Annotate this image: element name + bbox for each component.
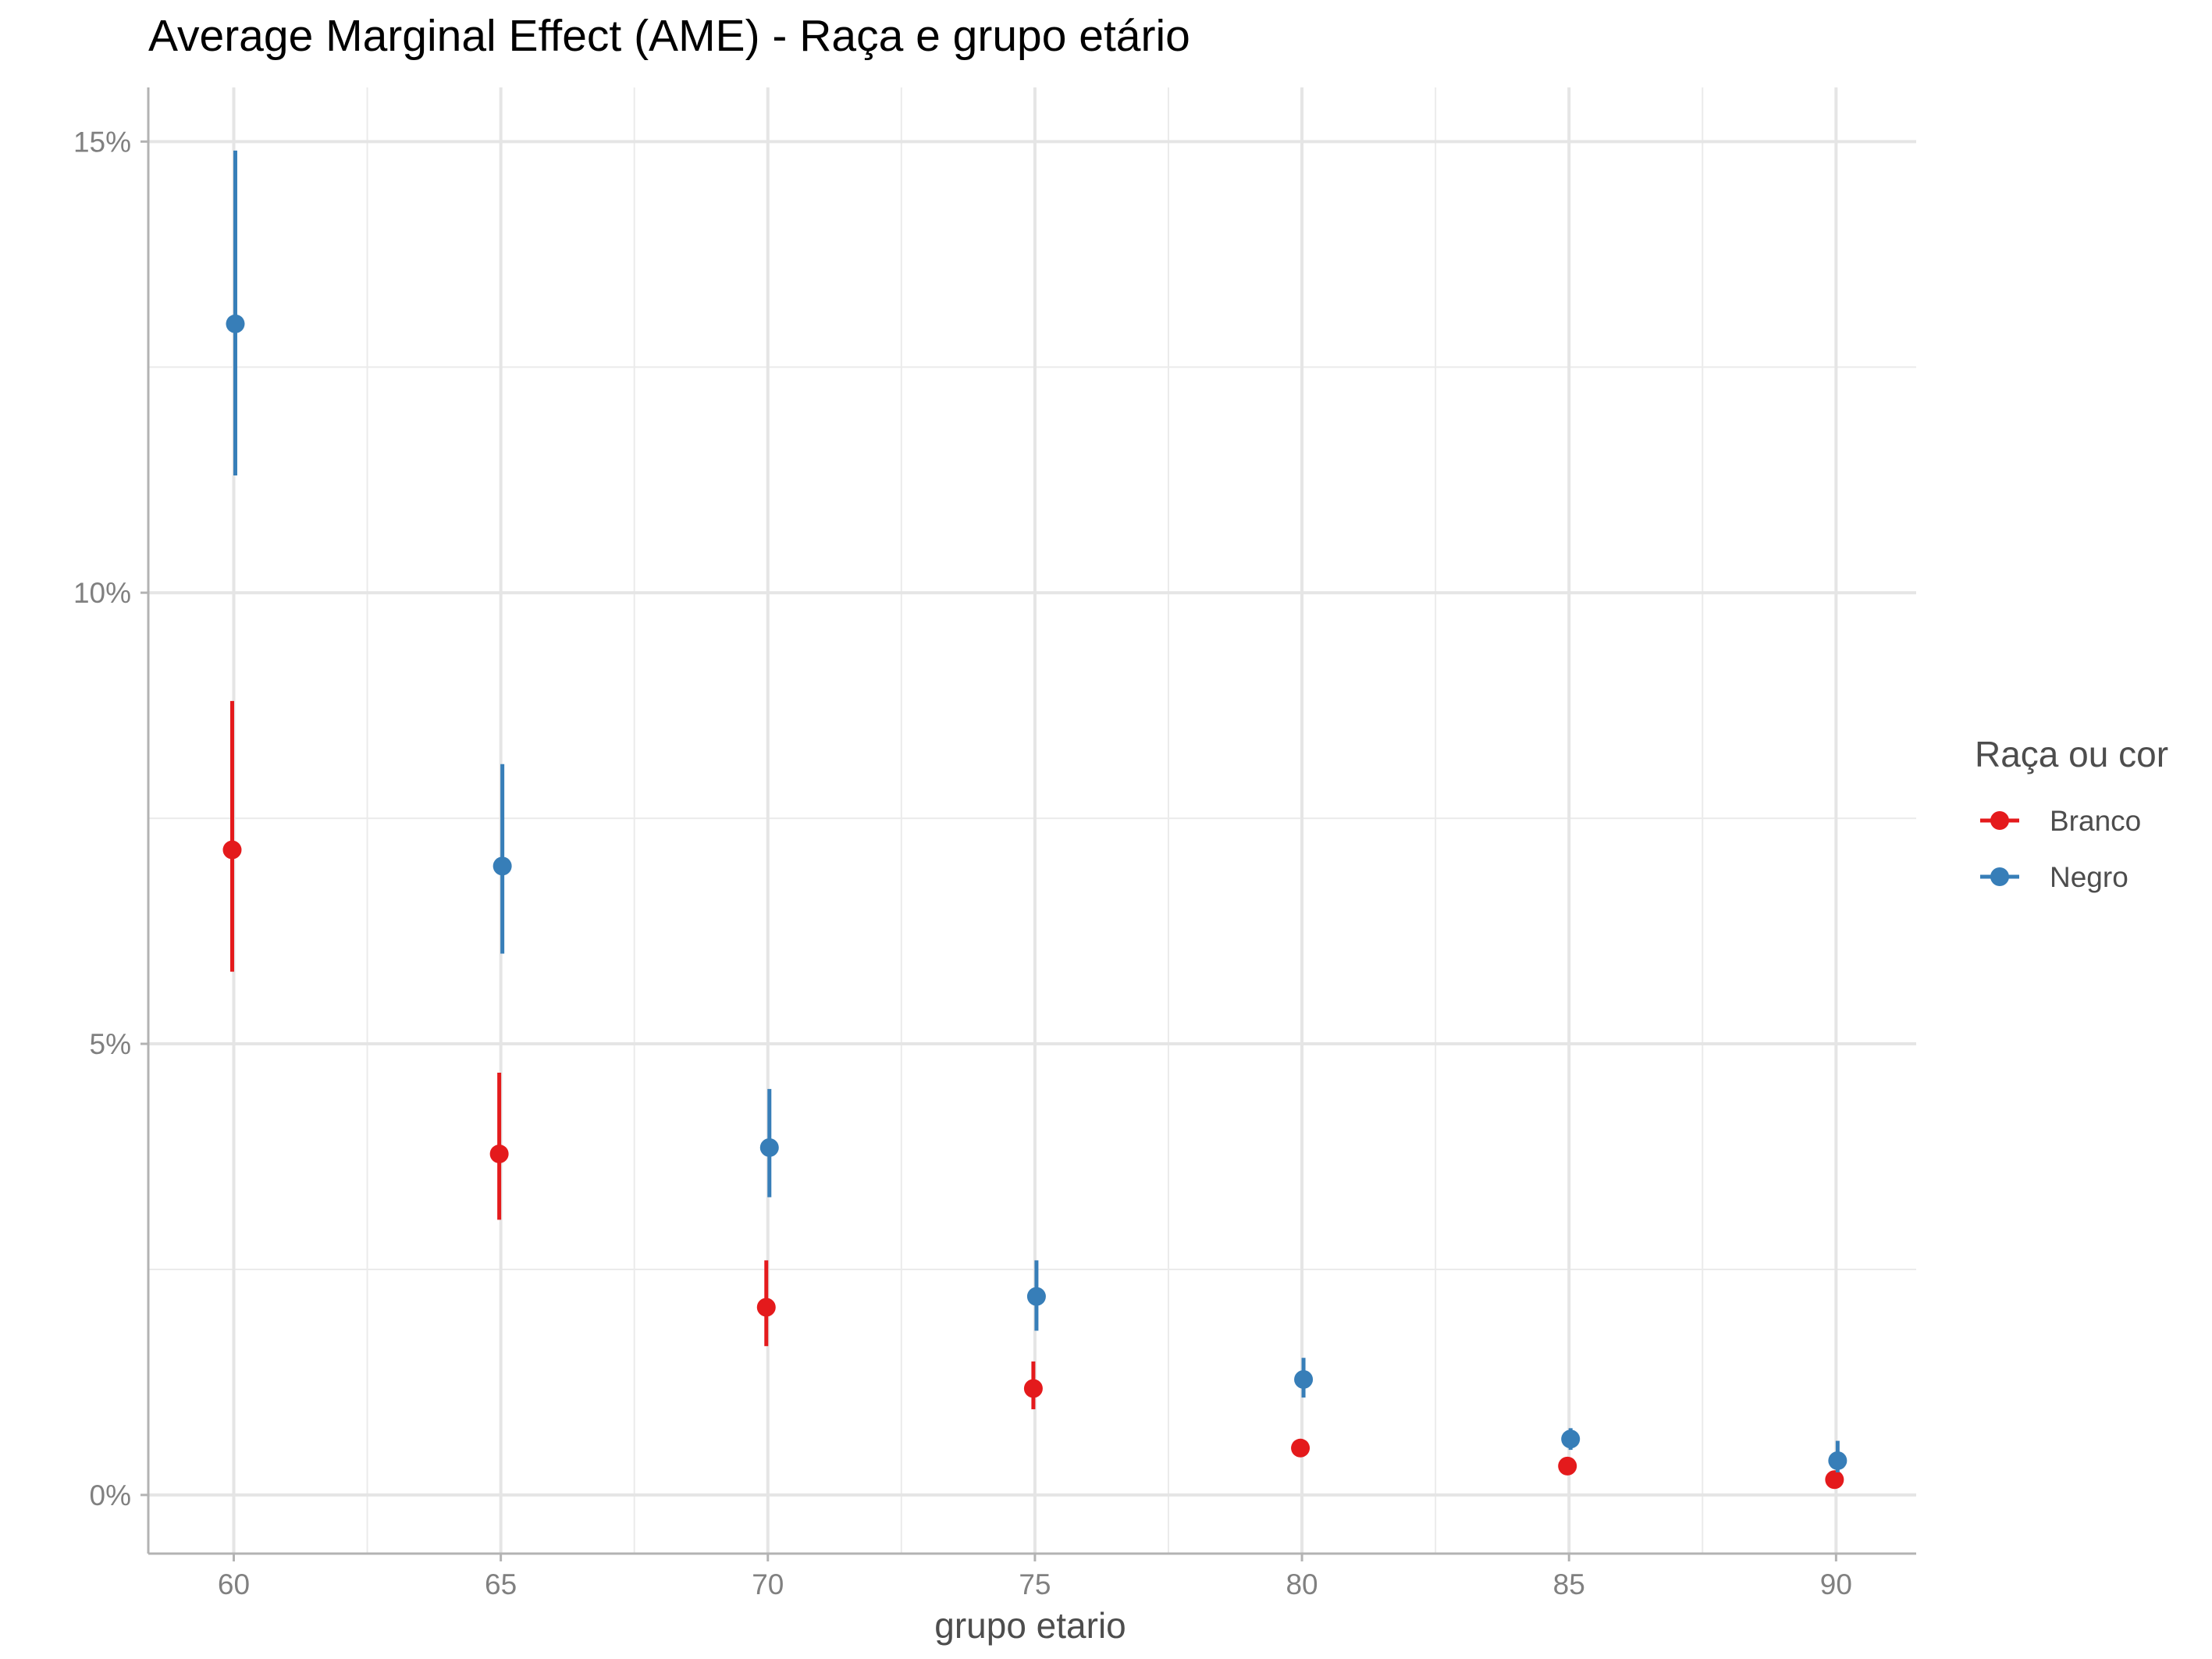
series-layer xyxy=(222,150,1847,1490)
y-axis-ticks: 0% 5% 10% 15% xyxy=(73,126,148,1511)
point-negro xyxy=(759,1137,779,1157)
point-branco xyxy=(489,1145,509,1164)
y-tick-label: 5% xyxy=(90,1028,131,1060)
legend: Raça ou cor Branco Negro xyxy=(1975,734,2168,893)
point-branco xyxy=(1825,1470,1844,1490)
point-negro xyxy=(1026,1287,1046,1306)
legend-label-branco: Branco xyxy=(2050,805,2141,837)
point-branco xyxy=(756,1298,776,1317)
x-tick-label: 65 xyxy=(485,1568,517,1600)
point-branco xyxy=(222,840,242,860)
y-tick-label: 10% xyxy=(73,577,131,609)
point-negro xyxy=(1561,1429,1581,1449)
x-tick-label: 70 xyxy=(752,1568,784,1600)
point-negro xyxy=(1828,1451,1847,1470)
x-tick-label: 80 xyxy=(1286,1568,1318,1600)
y-tick-label: 0% xyxy=(90,1479,131,1511)
grid-minor xyxy=(148,87,1916,1554)
chart-title: Average Marginal Effect (AME) - Raça e g… xyxy=(148,11,1190,61)
point-branco xyxy=(1291,1438,1310,1458)
point-branco xyxy=(1558,1456,1577,1476)
x-tick-label: 90 xyxy=(1820,1568,1852,1600)
point-negro xyxy=(493,856,512,876)
point-branco xyxy=(1023,1379,1043,1398)
x-tick-label: 85 xyxy=(1553,1568,1585,1600)
point-negro xyxy=(226,314,245,333)
x-tick-label: 60 xyxy=(218,1568,250,1600)
x-axis-title: grupo etario xyxy=(934,1605,1126,1646)
x-tick-label: 75 xyxy=(1019,1568,1051,1600)
legend-title: Raça ou cor xyxy=(1975,734,2168,774)
y-tick-label: 15% xyxy=(73,126,131,158)
legend-label-negro: Negro xyxy=(2050,861,2128,893)
grid-major xyxy=(148,87,1916,1554)
x-axis-ticks: 60 65 70 75 80 85 90 xyxy=(218,1554,1852,1600)
axis-lines xyxy=(147,87,1916,1555)
legend-key-point-branco xyxy=(1990,811,2009,830)
point-negro xyxy=(1294,1369,1314,1389)
legend-key-point-negro xyxy=(1990,867,2009,886)
